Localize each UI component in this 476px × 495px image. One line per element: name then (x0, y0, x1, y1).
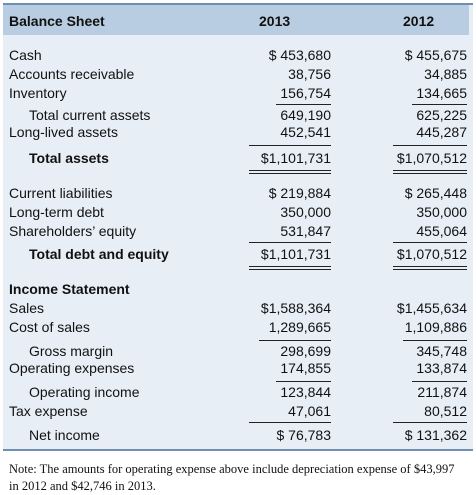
gm-2013: 298,699 (280, 343, 331, 359)
cash-2012: $ 455,675 (404, 47, 467, 63)
rule (393, 242, 467, 243)
sales-label: Sales (9, 300, 45, 316)
lla-2012: 445,287 (416, 124, 467, 140)
cl-label: Current liabilities (9, 185, 113, 201)
tca-label: Total current assets (29, 107, 151, 123)
rule (393, 422, 467, 423)
rule (276, 381, 331, 382)
ar-2013: 38,756 (288, 66, 331, 82)
rule (259, 340, 331, 341)
rule (249, 242, 331, 243)
ar-label: Accounts receivable (9, 66, 135, 82)
rule (403, 340, 467, 341)
se-2013: 531,847 (280, 223, 331, 239)
ni-label: Net income (29, 427, 100, 443)
tax-2012: 80,512 (424, 403, 467, 419)
ar-2012: 34,885 (424, 66, 467, 82)
cl-2012: $ 265,448 (404, 185, 467, 201)
oi-label: Operating income (29, 384, 140, 400)
rule (249, 145, 331, 146)
tca-2013: 649,190 (280, 107, 331, 123)
cos-2012: 1,109,886 (404, 319, 467, 335)
total-assets-2013: $1,101,731 (260, 150, 331, 166)
rule (393, 145, 467, 146)
rule (412, 381, 467, 382)
sales-2013: $1,588,364 (260, 300, 331, 316)
sales-2012: $1,455,634 (396, 300, 467, 316)
tax-label: Tax expense (9, 403, 88, 419)
total-debt-equity-2013: $1,101,731 (260, 246, 331, 262)
inventory-label: Inventory (9, 85, 67, 101)
ltd-2013: 350,000 (280, 204, 331, 220)
rule (249, 422, 331, 423)
cos-label: Cost of sales (9, 319, 90, 335)
rule (412, 104, 467, 105)
total-assets-2012: $1,070,512 (396, 150, 467, 166)
balance-sheet-title: Balance Sheet (9, 13, 105, 29)
footnote: Note: The amounts for operating expense … (9, 462, 455, 493)
opex-2012: 133,874 (416, 360, 467, 376)
inventory-2012: 134,665 (416, 85, 467, 101)
total-debt-equity-label: Total debt and equity (29, 246, 169, 262)
lla-label: Long-lived assets (9, 124, 118, 140)
tax-2013: 47,061 (288, 403, 331, 419)
header-band (3, 5, 469, 35)
opex-label: Operating expenses (9, 360, 135, 376)
double-rule (393, 170, 467, 174)
lla-2013: 452,541 (280, 124, 331, 140)
gm-2012: 345,748 (416, 343, 467, 359)
double-rule (249, 266, 331, 270)
cos-2013: 1,289,665 (268, 319, 331, 335)
cash-2013: $ 453,680 (268, 47, 331, 63)
oi-2012: 211,874 (417, 384, 467, 400)
total-assets-label: Total assets (29, 150, 109, 166)
opex-2013: 174,855 (280, 360, 331, 376)
ni-2012: $ 131,362 (404, 427, 467, 443)
gm-label: Gross margin (29, 343, 114, 359)
double-rule (393, 266, 467, 270)
inventory-2013: 156,754 (280, 85, 331, 101)
cash-label: Cash (9, 47, 42, 63)
year-2012-header: 2012 (403, 13, 435, 29)
ltd-label: Long-term debt (9, 204, 104, 220)
statements-panel: Balance Sheet 2013 2012 Cash $ 453,680 $… (3, 3, 473, 451)
ni-2013: $ 76,783 (276, 427, 332, 443)
ltd-2012: 350,000 (416, 204, 467, 220)
se-label: Shareholders’ equity (9, 223, 137, 239)
oi-2013: 123,844 (280, 384, 331, 400)
income-statement-title: Income Statement (9, 281, 130, 297)
financial-statements: Balance Sheet 2013 2012 Cash $ 453,680 $… (3, 3, 473, 493)
year-2013-header: 2013 (259, 13, 291, 29)
tca-2012: 625,225 (416, 107, 467, 123)
double-rule (249, 170, 331, 174)
total-debt-equity-2012: $1,070,512 (396, 246, 467, 262)
se-2012: 455,064 (416, 223, 467, 239)
cl-2013: $ 219,884 (268, 185, 331, 201)
rule (276, 104, 331, 105)
